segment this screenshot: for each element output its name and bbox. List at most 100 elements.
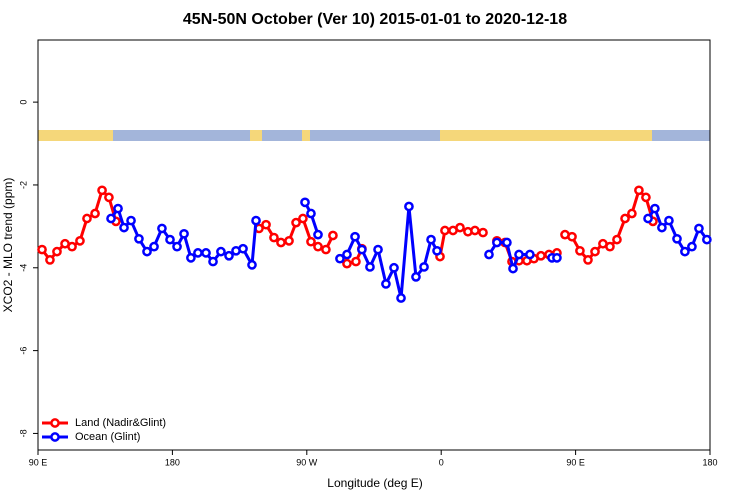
point — [680, 246, 690, 257]
point — [298, 213, 308, 224]
point — [350, 231, 360, 242]
point — [306, 208, 316, 219]
point — [440, 225, 450, 236]
point — [536, 250, 546, 261]
point — [373, 244, 383, 255]
point — [261, 219, 271, 230]
point — [300, 197, 310, 208]
series — [106, 197, 712, 303]
point — [702, 234, 712, 245]
point — [641, 192, 651, 203]
point — [634, 185, 644, 196]
point — [650, 203, 660, 214]
point — [575, 245, 585, 256]
point — [342, 258, 352, 269]
point — [627, 208, 637, 219]
point — [82, 213, 92, 224]
point — [514, 249, 524, 260]
point — [179, 228, 189, 239]
point — [216, 246, 226, 257]
point — [335, 253, 345, 264]
point — [351, 256, 361, 267]
point — [106, 213, 116, 224]
point — [90, 208, 100, 219]
legend-marker — [50, 432, 60, 442]
point — [126, 215, 136, 226]
point — [567, 231, 577, 242]
point — [508, 263, 518, 274]
point — [134, 233, 144, 244]
ocean-strip — [310, 130, 440, 141]
x-tick-label: 180 — [165, 457, 180, 467]
point — [525, 249, 535, 260]
x-tick-label: 180 — [702, 457, 717, 467]
point — [247, 260, 257, 270]
y-tick-label: -8 — [18, 429, 28, 437]
point — [404, 201, 414, 212]
point — [694, 223, 704, 234]
y-tick-label: -6 — [18, 347, 28, 355]
point — [276, 237, 286, 248]
point — [269, 232, 279, 243]
ocean-strip — [652, 130, 710, 141]
point — [238, 243, 248, 254]
plot-frame — [37, 39, 711, 451]
point — [165, 234, 175, 245]
legend-marker — [50, 418, 60, 428]
x-tick-label: 90 W — [296, 457, 318, 467]
point — [502, 237, 512, 248]
point — [411, 272, 421, 282]
point — [605, 241, 615, 252]
point — [224, 250, 234, 261]
point — [432, 245, 442, 256]
point — [478, 227, 488, 238]
point — [313, 229, 323, 240]
point — [620, 213, 630, 224]
y-tick-label: -4 — [18, 264, 28, 272]
point — [157, 223, 167, 234]
y-tick-label: -2 — [18, 181, 28, 189]
ocean-strip — [113, 130, 250, 141]
point — [201, 248, 211, 258]
point — [381, 279, 391, 289]
point — [657, 222, 667, 233]
point — [492, 237, 502, 248]
point — [52, 246, 62, 257]
point — [208, 256, 218, 267]
point — [193, 248, 203, 258]
y-axis-label: XCO2 - MLO trend (ppm) — [1, 178, 15, 313]
x-tick-label: 0 — [439, 457, 444, 467]
point — [142, 246, 152, 257]
point — [75, 236, 85, 246]
point — [552, 252, 562, 263]
point — [328, 230, 338, 241]
point — [67, 241, 77, 252]
point — [342, 249, 352, 260]
point — [313, 241, 323, 252]
point — [612, 234, 622, 245]
point — [357, 244, 367, 255]
point — [389, 262, 399, 273]
chart-title: 45N-50N October (Ver 10) 2015-01-01 to 2… — [183, 11, 567, 28]
point — [470, 225, 480, 236]
point — [97, 185, 107, 196]
x-tick-label: 90 E — [29, 457, 48, 467]
point — [119, 222, 129, 233]
point — [664, 215, 674, 226]
point — [643, 213, 653, 224]
point — [455, 222, 465, 233]
point — [284, 236, 294, 246]
point — [37, 244, 47, 255]
point — [365, 262, 375, 272]
legend-label: Ocean (Glint) — [75, 431, 140, 443]
ocean-strip — [262, 130, 302, 141]
point — [291, 217, 301, 228]
point — [484, 249, 494, 260]
point — [172, 241, 182, 252]
point — [426, 234, 436, 245]
point — [104, 192, 114, 203]
point — [251, 215, 261, 226]
land-mask — [38, 130, 710, 141]
y-tick-label: 0 — [18, 100, 28, 105]
